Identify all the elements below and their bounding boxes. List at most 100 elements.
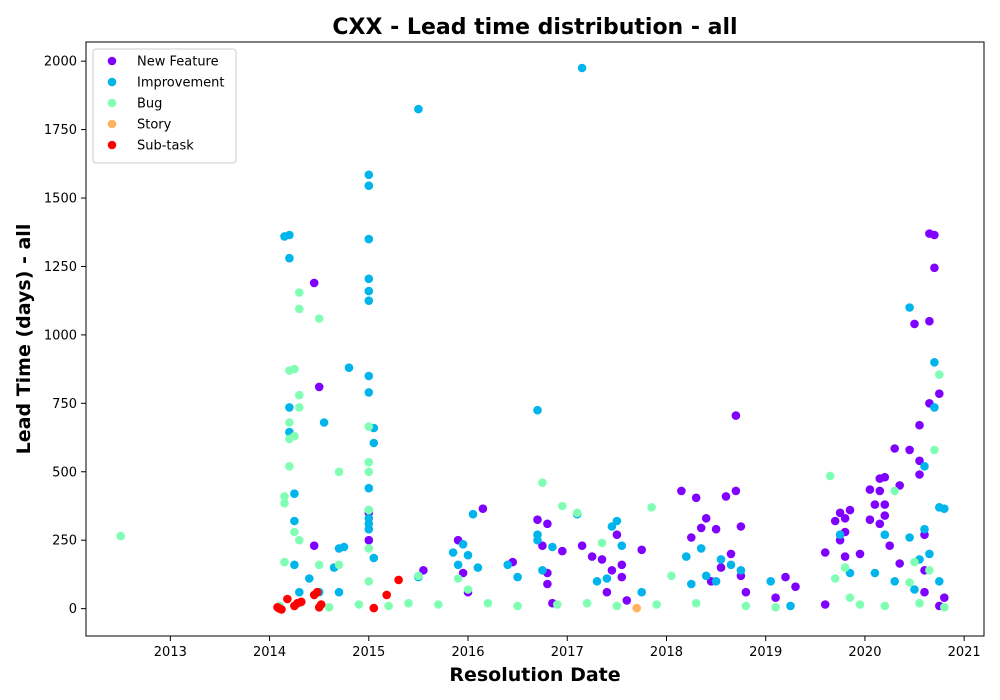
data-point <box>533 405 542 415</box>
data-point <box>419 566 428 575</box>
data-point <box>612 601 622 611</box>
data-point <box>771 603 780 612</box>
data-point <box>290 489 299 499</box>
data-point <box>548 542 557 552</box>
data-point <box>652 600 661 609</box>
data-point <box>602 574 612 583</box>
data-point <box>558 546 567 556</box>
data-point <box>533 515 542 524</box>
series-new-feature <box>309 229 949 611</box>
data-point <box>364 388 374 397</box>
data-point <box>716 555 726 564</box>
data-point <box>513 601 522 611</box>
data-point <box>295 403 304 412</box>
data-point <box>582 598 592 608</box>
data-point <box>295 288 304 297</box>
data-point <box>637 545 646 555</box>
data-point <box>910 557 919 567</box>
data-point <box>334 560 344 570</box>
points-layer <box>116 63 949 614</box>
data-point <box>915 598 924 608</box>
x-tick-label: 2020 <box>848 645 881 660</box>
legend-marker <box>107 140 117 150</box>
data-point <box>558 501 567 511</box>
data-point <box>925 316 934 326</box>
data-point <box>612 530 622 539</box>
data-point <box>935 577 944 586</box>
data-point <box>915 456 924 466</box>
y-tick-label: 2000 <box>44 55 77 70</box>
chart-title: CXX - Lead time distribution - all <box>332 15 737 40</box>
series-bug <box>116 288 949 612</box>
data-point <box>890 486 899 496</box>
data-point <box>285 418 294 427</box>
data-point <box>701 514 711 523</box>
data-point <box>935 370 944 379</box>
x-tick-label: 2019 <box>749 645 782 660</box>
data-point <box>875 486 885 496</box>
data-point <box>905 445 914 455</box>
legend-marker <box>107 98 117 108</box>
data-point <box>290 560 299 570</box>
data-point <box>334 467 344 477</box>
data-point <box>880 500 890 509</box>
data-point <box>667 571 676 581</box>
legend-marker <box>107 77 117 87</box>
data-point <box>731 486 741 496</box>
x-axis: 2013 2014 2015 2016 2017 2018 2019 2020 2021 <box>154 636 981 660</box>
data-point <box>820 548 830 557</box>
data-point <box>682 552 691 561</box>
data-point <box>696 523 706 533</box>
data-point <box>736 522 746 531</box>
y-tick-label: 500 <box>52 465 77 480</box>
data-point <box>316 600 326 609</box>
data-point <box>453 560 463 570</box>
series-improvement <box>280 63 949 611</box>
data-point <box>285 403 294 412</box>
data-point <box>344 363 354 373</box>
data-point <box>309 541 319 550</box>
series-story <box>632 603 641 613</box>
data-point <box>930 263 939 273</box>
data-point <box>617 560 627 570</box>
data-point <box>324 603 334 612</box>
data-point <box>533 535 542 545</box>
data-point <box>617 541 627 550</box>
data-point <box>314 560 324 570</box>
y-tick-label: 1750 <box>44 123 77 138</box>
legend-marker <box>107 56 117 66</box>
legend-marker <box>107 119 117 129</box>
data-point <box>637 587 646 597</box>
data-point <box>736 566 746 575</box>
data-point <box>295 535 304 545</box>
plot-area <box>85 41 985 637</box>
data-point <box>458 568 468 578</box>
data-point <box>463 550 473 560</box>
data-point <box>741 601 751 611</box>
data-point <box>364 422 374 431</box>
data-point <box>632 603 641 613</box>
data-point <box>910 585 919 594</box>
data-point <box>930 358 939 367</box>
data-point <box>319 418 329 427</box>
data-point <box>285 462 294 471</box>
data-point <box>364 483 374 493</box>
data-point <box>543 579 552 589</box>
data-point <box>538 566 547 575</box>
data-point <box>786 601 795 611</box>
data-point <box>895 559 904 568</box>
data-point <box>458 540 468 549</box>
data-point <box>448 548 458 557</box>
data-point <box>280 557 289 567</box>
data-point <box>915 470 924 479</box>
data-point <box>478 504 488 513</box>
data-point <box>592 577 602 586</box>
data-point <box>607 566 617 575</box>
legend-box <box>92 48 237 164</box>
y-tick-label: 1000 <box>44 328 77 343</box>
data-point <box>290 431 299 441</box>
x-tick-label: 2015 <box>352 645 385 660</box>
data-point <box>855 549 865 559</box>
data-point <box>910 319 919 329</box>
data-point <box>845 505 855 515</box>
